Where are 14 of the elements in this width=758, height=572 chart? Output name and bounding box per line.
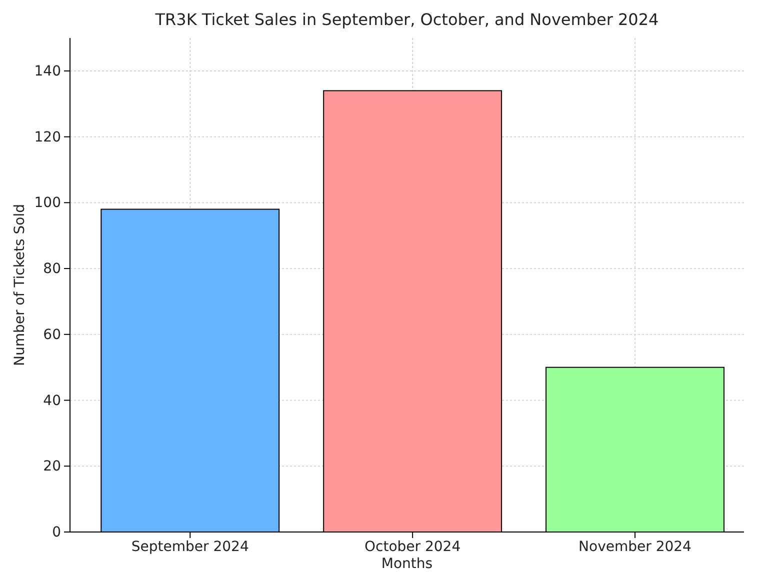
y-axis-title: Number of Tickets Sold <box>12 204 28 366</box>
y-tick-label: 0 <box>52 524 61 540</box>
y-tick-label: 20 <box>43 458 61 475</box>
y-tick-label: 40 <box>43 392 61 409</box>
x-axis-title: Months <box>381 556 433 572</box>
y-tick-label: 100 <box>34 195 61 212</box>
y-tick-label: 60 <box>43 326 61 343</box>
y-tick-label: 120 <box>34 129 61 146</box>
x-tick-label: November 2024 <box>578 538 692 555</box>
y-tick-label: 140 <box>34 63 61 80</box>
x-tick-label: September 2024 <box>131 538 249 555</box>
x-tick-label: October 2024 <box>364 538 461 555</box>
chart-title: TR3K Ticket Sales in September, October, and November 2024 <box>154 10 659 29</box>
y-tick-label: 80 <box>43 261 61 278</box>
